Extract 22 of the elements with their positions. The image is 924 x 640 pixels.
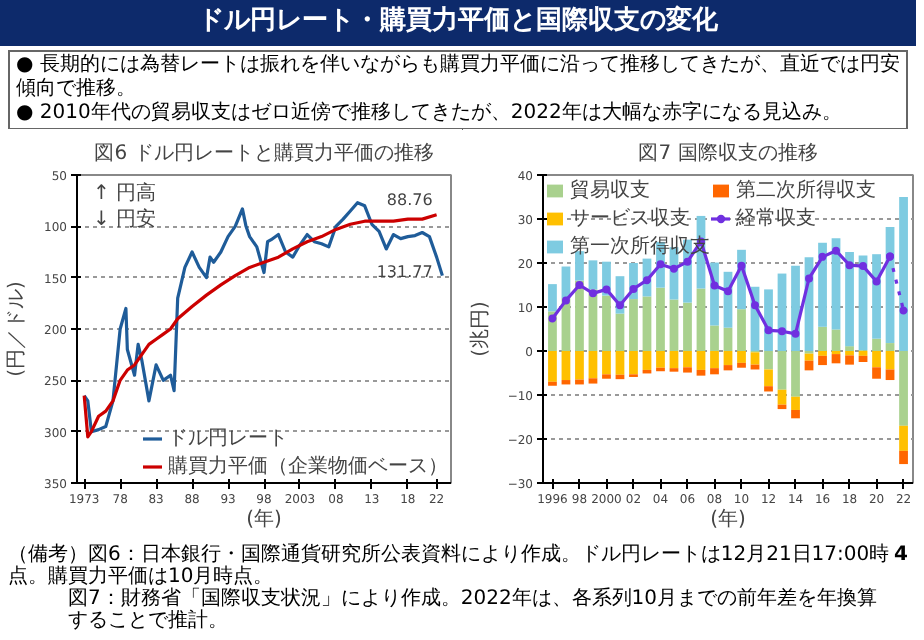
annotation: ↑ 円高 xyxy=(93,181,157,205)
text: （備考）図6：日本銀行・国際通貨研究所公表資料により作成。ドル円レートは12月21日17:00時点。購買力平価は10月時点。 xyxy=(8,544,892,588)
y-axis-title: (兆円) xyxy=(467,301,492,357)
legend-label: 第二次所得収支 xyxy=(736,177,876,204)
text: ● 2010年代の貿易収支はゼロ近傍で推移してきたが、2022年は大幅な赤字になる見込み。 xyxy=(16,101,844,126)
annotation: 131.77 xyxy=(376,262,433,281)
text: ● 長期的には為替レートは振れを伴いながらも購買力平価に沿って推移してきたが、直近では円安傾向で推移。 xyxy=(16,53,900,101)
legend-label: 貿易収支 xyxy=(570,177,650,204)
legend-label: サービス収支 xyxy=(570,205,690,232)
y-axis-title: (円／ドル) xyxy=(6,281,29,377)
annotation: ↓ 円安 xyxy=(93,207,157,231)
legend-label: ドル円レート xyxy=(168,426,288,452)
text: 4 xyxy=(894,544,908,570)
chart-title: 図6 ドル円レートと購買力平価の推移 xyxy=(94,141,434,165)
x-axis-title: (年) xyxy=(246,507,282,531)
legend-label: 購買力平価（企業物価ベース） xyxy=(168,453,448,480)
caption: 図7：財務省「国際収支状況」により作成。2022年は、各系列10月までの前年差を年換算することで推計。 xyxy=(66,588,880,632)
annotation: 88.76 xyxy=(386,190,433,209)
chart-title: 図7 国際収支の推移 xyxy=(638,141,818,165)
legend-label: 経常収支 xyxy=(736,205,816,232)
text: ドル円レート・購買力平価と国際収支の変化 xyxy=(0,0,916,46)
x-axis-title: (年) xyxy=(710,507,746,531)
